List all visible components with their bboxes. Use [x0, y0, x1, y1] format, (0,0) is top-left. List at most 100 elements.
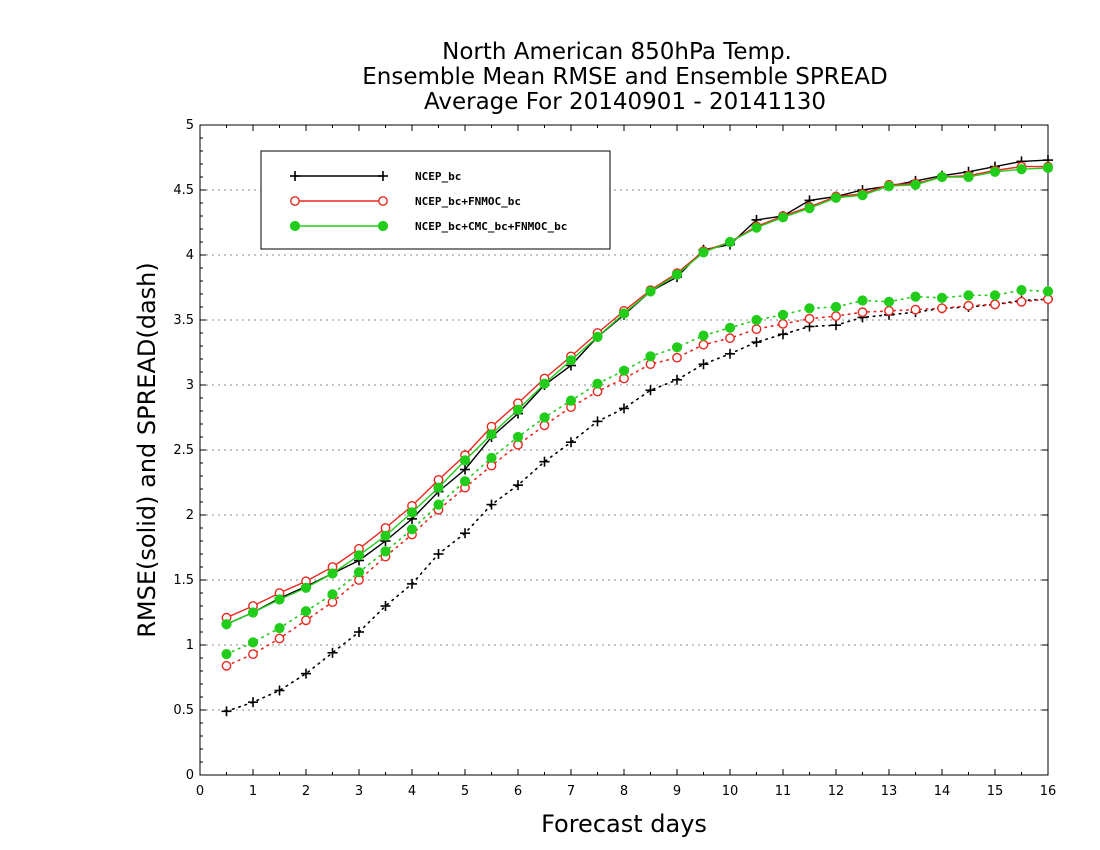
x-tick-label: 8 [620, 784, 628, 799]
title-line-1: North American 850hPa Temp. [442, 39, 792, 65]
legend-entries: NCEP_bc NCEP_bc+FNMOC_bc NCEP_bc+CMC_bc+FN… [289, 170, 567, 233]
legend-marker-left [289, 220, 301, 232]
spread-line [225, 289, 1049, 655]
rmse-point [936, 171, 948, 183]
spread-point [698, 339, 709, 350]
x-tick-label: 2 [302, 784, 310, 799]
rmse-point [618, 308, 630, 319]
spread-point [618, 365, 630, 376]
spread-point [566, 437, 576, 448]
spread-point [486, 499, 497, 510]
legend-marker-right [378, 196, 388, 206]
spread-point [671, 342, 683, 353]
x-tick-label: 6 [514, 784, 522, 799]
legend-label: NCEP_bc [415, 170, 461, 183]
rmse-point [963, 171, 974, 183]
title-line-3: Average For 20140901 - 20141130 [424, 89, 826, 115]
rmse-point [327, 568, 338, 579]
spread-point [301, 668, 311, 679]
rmse-point [804, 203, 815, 214]
spread-point [910, 291, 921, 302]
rmse-point [724, 236, 736, 248]
legend-marker-right [378, 171, 388, 181]
y-tick-label: 2 [186, 508, 194, 523]
rmse-point [989, 166, 1001, 177]
spread-point [725, 348, 735, 359]
spread-point [777, 309, 789, 320]
spread-point [831, 311, 841, 321]
rmse-point [539, 378, 550, 389]
spread-point [301, 615, 311, 626]
spread-point [592, 416, 603, 427]
spread-point [883, 296, 895, 307]
y-tick-label: 3.5 [173, 313, 194, 328]
rmse-point [592, 331, 603, 342]
x-tick-label: 9 [673, 784, 681, 799]
y-tick-label: 0 [186, 768, 194, 783]
spread-point [778, 318, 788, 329]
x-tick-label: 16 [1040, 784, 1057, 799]
x-tick-label: 10 [722, 784, 739, 799]
x-axis-label: Forecast days [541, 810, 707, 838]
rmse-point [645, 286, 656, 297]
x-tick-label: 5 [461, 784, 469, 799]
spread-point [274, 633, 285, 644]
spread-point [857, 295, 868, 306]
y-axis-label: RMSE(solid) and SPREAD(dash) [133, 262, 161, 638]
spread-point [539, 456, 550, 467]
spread-point [247, 637, 259, 648]
rmse-point [380, 530, 391, 541]
rmse-point [671, 269, 683, 280]
x-tick-label: 15 [987, 784, 1004, 799]
spread-point [1016, 285, 1027, 296]
spread-point [433, 549, 444, 559]
x-tick-label: 3 [355, 784, 363, 799]
spread-line [225, 298, 1049, 713]
rmse-point [751, 222, 762, 233]
x-tick-label: 4 [408, 784, 416, 799]
spread-point [990, 299, 1000, 310]
legend-entry-0: NCEP_bc [290, 170, 461, 183]
spread-point [433, 499, 444, 510]
spread-point [300, 606, 312, 617]
rmse-point [486, 429, 497, 440]
spread-point [910, 304, 921, 315]
spread-point [460, 528, 470, 539]
rmse-point [512, 404, 524, 415]
spread-point [512, 431, 524, 443]
spread-point [354, 627, 364, 637]
rmse-point [698, 247, 709, 258]
spread-point [274, 623, 285, 634]
spread-point [751, 314, 762, 326]
spread-point [274, 685, 285, 696]
y-tick-label: 1.5 [173, 573, 194, 588]
rmse-point [433, 482, 444, 493]
spread-point [963, 290, 974, 301]
spread-point [513, 480, 523, 491]
spread-point [248, 649, 258, 659]
spread-point [327, 589, 338, 600]
y-tick-label: 4.5 [173, 183, 194, 198]
axis-ticks: 00.511.522.533.544.550 1 2 3 4 5 6 7 8 9 10 11 12 13 1… [173, 118, 1056, 799]
rmse-point [830, 192, 842, 203]
legend-entry-1: NCEP_bc+FNMOC_bc [290, 195, 521, 208]
rmse-point [910, 179, 921, 190]
spread-point [248, 697, 258, 708]
spread-point [221, 706, 232, 717]
chart-title: North American 850hPa Temp. Ensemble Mea… [362, 39, 887, 115]
rmse-point [1042, 162, 1054, 173]
spread-point [751, 337, 762, 348]
spread-point [751, 324, 762, 334]
spread-point [698, 330, 709, 341]
spread-point [539, 412, 550, 423]
spread-point [645, 351, 656, 362]
spread-point [724, 322, 736, 333]
rmse-point [459, 455, 471, 466]
legend-marker-left [290, 171, 300, 181]
x-tick-label: 7 [567, 784, 575, 799]
spread-point [698, 359, 709, 370]
spread-point [645, 385, 656, 396]
spread-point [221, 649, 232, 660]
rmse-point [300, 582, 312, 593]
